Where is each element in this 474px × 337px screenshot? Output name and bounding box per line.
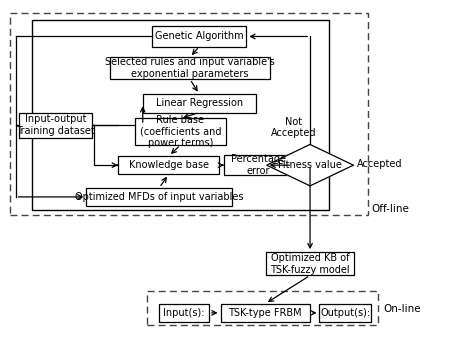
Text: Genetic Algorithm: Genetic Algorithm — [155, 31, 244, 41]
FancyBboxPatch shape — [266, 252, 354, 275]
Text: Input-output
Training dataset: Input-output Training dataset — [16, 114, 95, 136]
Text: Selected rules and input variable's
exponential parameters: Selected rules and input variable's expo… — [105, 57, 275, 79]
Text: Knowledge base: Knowledge base — [128, 160, 209, 170]
FancyBboxPatch shape — [319, 304, 371, 322]
FancyBboxPatch shape — [110, 57, 270, 79]
Text: Fitness value: Fitness value — [278, 160, 342, 170]
Text: Linear Regression: Linear Regression — [156, 98, 243, 108]
Text: TSK-type FRBM: TSK-type FRBM — [228, 308, 302, 318]
Text: Optimized MFDs of input variables: Optimized MFDs of input variables — [75, 192, 244, 202]
FancyBboxPatch shape — [143, 94, 256, 113]
Text: Rule base
(coefficients and
power terms): Rule base (coefficients and power terms) — [140, 115, 221, 148]
FancyBboxPatch shape — [224, 155, 292, 175]
Text: Input(s):: Input(s): — [164, 308, 205, 318]
Text: Not
Accepted: Not Accepted — [271, 117, 316, 139]
Text: Percentage
error: Percentage error — [231, 154, 286, 176]
FancyBboxPatch shape — [19, 113, 92, 137]
FancyBboxPatch shape — [135, 118, 227, 145]
Text: On-line: On-line — [383, 304, 421, 314]
Text: Accepted: Accepted — [357, 159, 402, 169]
Polygon shape — [267, 145, 354, 186]
FancyBboxPatch shape — [220, 304, 310, 322]
FancyBboxPatch shape — [159, 304, 209, 322]
Text: Optimized KB of
TSK-fuzzy model: Optimized KB of TSK-fuzzy model — [270, 253, 350, 275]
Text: Off-line: Off-line — [371, 204, 409, 214]
Text: Output(s):: Output(s): — [320, 308, 371, 318]
FancyBboxPatch shape — [152, 27, 246, 47]
FancyBboxPatch shape — [86, 188, 232, 206]
FancyBboxPatch shape — [118, 156, 219, 174]
